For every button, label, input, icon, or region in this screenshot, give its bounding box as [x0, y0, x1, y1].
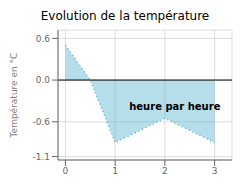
svg-text:0: 0 — [63, 166, 69, 176]
html-text:Evolution de la température: Evolution de la température — [40, 9, 210, 23]
svg-text:0.0: 0.0 — [36, 75, 51, 85]
svg-text:Température en °C: Température en °C — [9, 53, 19, 139]
svg-text:heure par heure: heure par heure — [129, 101, 220, 112]
svg-text:-1.1: -1.1 — [32, 152, 50, 162]
svg-text:-0.6: -0.6 — [32, 117, 50, 127]
svg-text:3: 3 — [212, 166, 218, 176]
svg-text:0.6: 0.6 — [36, 34, 51, 44]
svg-text:2: 2 — [162, 166, 168, 176]
svg-text:1: 1 — [112, 166, 118, 176]
